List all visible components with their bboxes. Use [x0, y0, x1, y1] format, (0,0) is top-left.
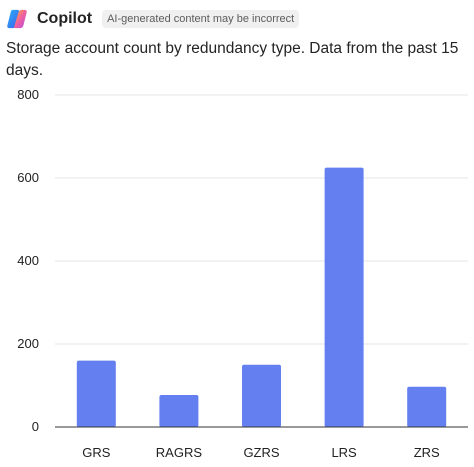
x-tick-label: ZRS: [414, 445, 440, 460]
y-tick-label: 400: [17, 253, 39, 268]
x-tick-label: GZRS: [243, 445, 279, 460]
bar-gzrs: [242, 365, 281, 427]
y-tick-label: 200: [17, 336, 39, 351]
bar-ragrs: [159, 395, 198, 427]
x-tick-label: GRS: [82, 445, 111, 460]
bar-zrs: [407, 387, 446, 427]
bar-grs: [77, 361, 116, 427]
bar-lrs: [325, 168, 364, 427]
y-tick-label: 800: [17, 87, 39, 102]
y-tick-label: 600: [17, 170, 39, 185]
x-tick-label: RAGRS: [156, 445, 203, 460]
x-tick-label: LRS: [331, 445, 357, 460]
y-tick-label: 0: [32, 419, 39, 434]
